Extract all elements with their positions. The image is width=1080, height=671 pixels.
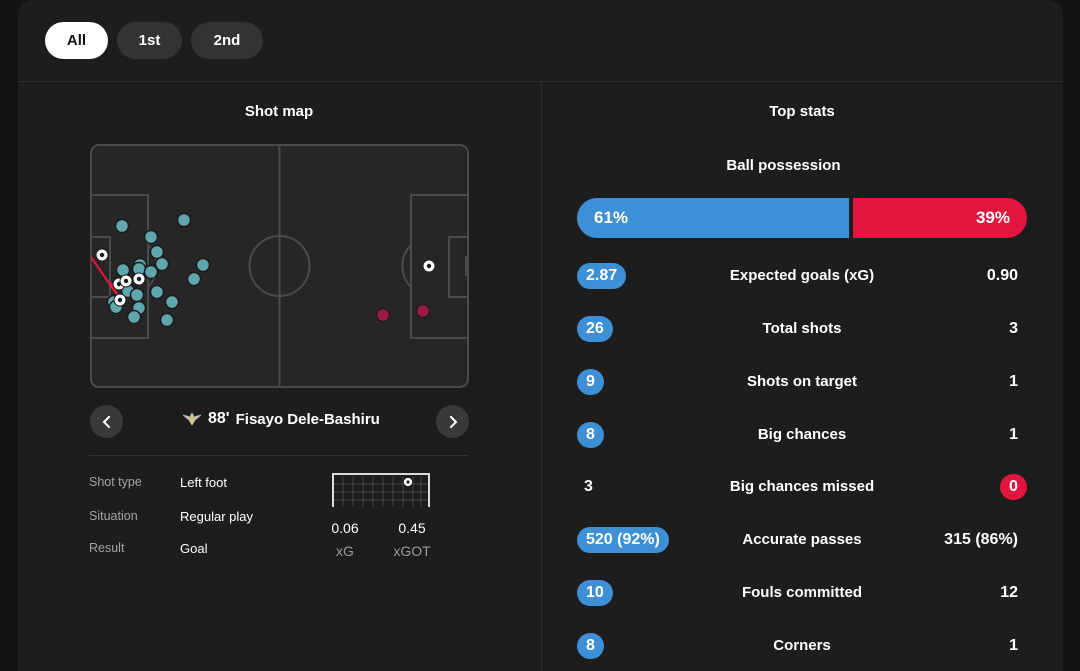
stat-label: Accurate passes: [742, 531, 862, 548]
shot-xgot-value: 0.45: [398, 520, 426, 536]
stat-row-accurate-passes: 520 (92%) Accurate passes 315 (86%): [577, 526, 1027, 554]
situation-label: Situation: [89, 509, 138, 523]
home-shot-marker[interactable]: [195, 257, 211, 273]
stat-label: Expected goals (xG): [729, 267, 875, 284]
selected-shot-player: 88' Fisayo Dele-Bashiru: [182, 410, 380, 428]
away-shot-marker[interactable]: [415, 303, 431, 319]
chevron-right-icon: [449, 415, 457, 428]
goal-ball-icon[interactable]: [113, 293, 127, 307]
stat-away-value: 0: [1000, 474, 1027, 500]
column-divider: [541, 82, 542, 671]
stat-label: Big chances: [757, 426, 847, 443]
home-shot-marker[interactable]: [149, 284, 165, 300]
goal-ball-icon[interactable]: [132, 272, 146, 286]
home-shot-marker[interactable]: [186, 271, 202, 287]
eagle-icon: [182, 412, 202, 426]
result-label: Result: [89, 541, 125, 555]
goal-ball-icon[interactable]: [422, 259, 436, 273]
home-shot-marker[interactable]: [143, 264, 159, 280]
home-shot-marker[interactable]: [164, 294, 180, 310]
goal-ball-icon[interactable]: [95, 248, 109, 262]
stat-row-fouls-committed: 10 Fouls committed 12: [577, 579, 1027, 607]
stat-home-value: 2.87: [577, 263, 627, 289]
header-divider: [18, 81, 1063, 82]
stat-away-value: 1: [1009, 373, 1018, 390]
stat-row-expected-goals: 2.87 Expected goals (xG) 0.90: [577, 262, 1027, 290]
stat-away-value: 3: [1009, 320, 1018, 337]
right-goal: [465, 256, 469, 276]
shot-map-pitch: [90, 144, 469, 388]
stat-away-value: 12: [1000, 584, 1018, 601]
next-shot-button[interactable]: [436, 405, 469, 438]
stat-row-corners: 8 Corners 1: [577, 632, 1027, 660]
stat-away-value: 1: [1009, 426, 1018, 443]
match-stats-card: All 1st 2nd Shot map 88' Fisayo Dele-Bas…: [18, 0, 1063, 671]
stat-row-shots-on-target: 9 Shots on target 1: [577, 368, 1027, 396]
shot-player-name: Fisayo Dele-Bashiru: [235, 410, 380, 428]
shot-details-divider: [89, 455, 469, 456]
home-shot-marker[interactable]: [176, 212, 192, 228]
shot-xg-value: 0.06: [331, 520, 359, 536]
stat-home-value: 3: [584, 478, 593, 495]
stat-label: Total shots: [762, 320, 842, 337]
period-all-button[interactable]: All: [45, 22, 108, 59]
stat-home-value: 8: [577, 633, 604, 659]
football-icon: [403, 477, 413, 487]
shot-type-value: Left foot: [180, 475, 227, 490]
away-shots-layer: [375, 303, 431, 323]
previous-shot-button[interactable]: [90, 405, 123, 438]
possession-bar: 61% 39%: [577, 198, 1027, 238]
period-first-half-button[interactable]: 1st: [117, 22, 182, 59]
stat-home-value: 10: [577, 580, 613, 606]
stat-away-value: 315 (86%): [944, 531, 1018, 548]
home-shot-marker[interactable]: [143, 229, 159, 245]
possession-home: 61%: [577, 198, 849, 238]
period-selector: All 1st 2nd: [45, 22, 263, 59]
shot-map-title: Shot map: [244, 103, 314, 120]
stat-away-value: 0.90: [986, 267, 1018, 284]
left-six-yard-box: [90, 236, 111, 298]
stat-home-value: 8: [577, 422, 604, 448]
home-shot-marker[interactable]: [154, 256, 170, 272]
shot-xg-label: xG: [336, 543, 354, 559]
period-second-half-button[interactable]: 2nd: [191, 22, 263, 59]
goal-frame-graphic: [332, 473, 430, 507]
home-shot-marker[interactable]: [115, 262, 131, 278]
home-shot-marker[interactable]: [114, 218, 130, 234]
home-shot-marker[interactable]: [126, 309, 142, 325]
situation-value: Regular play: [180, 509, 253, 524]
stat-row-big-chances: 8 Big chances 1: [577, 421, 1027, 449]
stat-away-value: 1: [1009, 637, 1018, 654]
away-shot-marker[interactable]: [375, 307, 391, 323]
home-shot-marker[interactable]: [159, 312, 175, 328]
stat-home-value: 9: [577, 369, 604, 395]
center-circle: [248, 235, 311, 297]
stat-label: Fouls committed: [741, 584, 862, 601]
possession-label: Ball possession: [726, 157, 841, 174]
stat-label: Corners: [773, 637, 831, 654]
shot-type-label: Shot type: [89, 475, 142, 489]
stat-row-big-chances-missed: 3 Big chances missed 0: [577, 473, 1027, 501]
right-penalty-arc: [401, 244, 412, 288]
home-shot-marker[interactable]: [129, 287, 145, 303]
goal-shots-layer: [95, 248, 436, 307]
stat-label: Big chances missed: [729, 478, 875, 495]
possession-away: 39%: [853, 198, 1027, 238]
stat-home-value: 520 (92%): [577, 527, 669, 553]
result-value: Goal: [180, 541, 208, 556]
shot-xgot-label: xGOT: [393, 543, 431, 559]
goal-ball-icon[interactable]: [119, 274, 133, 288]
stat-home-value: 26: [577, 316, 613, 342]
stat-row-total-shots: 26 Total shots 3: [577, 315, 1027, 343]
chevron-left-icon: [102, 415, 110, 428]
top-stats-title: Top stats: [769, 103, 835, 120]
home-shot-marker[interactable]: [149, 244, 165, 260]
stat-label: Shots on target: [746, 373, 857, 390]
shot-minute: 88': [208, 410, 230, 427]
